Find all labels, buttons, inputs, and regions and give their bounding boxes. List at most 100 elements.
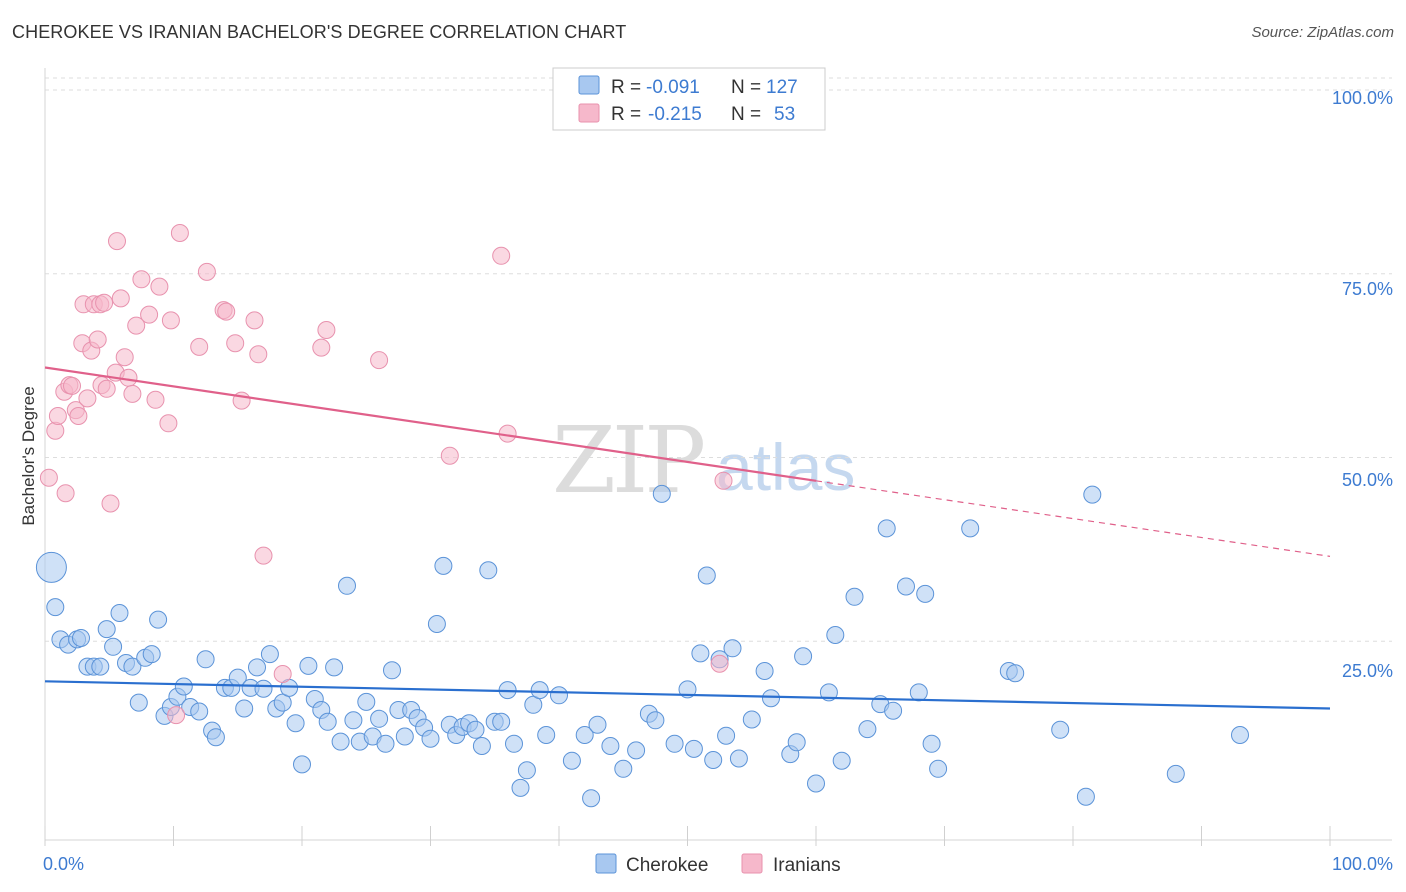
legend-n-label-iranians: N = bbox=[731, 104, 761, 125]
cherokee-point bbox=[819, 683, 838, 702]
cherokee-point bbox=[421, 729, 440, 748]
iranians-point bbox=[127, 316, 146, 335]
cherokee-point bbox=[1166, 764, 1185, 783]
watermark: ZIP atlas bbox=[552, 407, 855, 514]
cherokee-point bbox=[248, 658, 266, 677]
cherokee-point bbox=[691, 644, 710, 663]
cherokee-point bbox=[755, 662, 774, 680]
iranians-point bbox=[317, 321, 336, 339]
cherokee-point bbox=[665, 734, 684, 753]
cherokee-point bbox=[530, 681, 549, 700]
cherokee-point bbox=[909, 683, 928, 702]
chart-title: CHEROKEE VS IRANIAN BACHELOR'S DEGREE CO… bbox=[12, 22, 627, 42]
legend-r-label-cherokee: R = bbox=[611, 77, 641, 98]
x-ticks bbox=[44, 826, 1331, 846]
cherokee-point bbox=[646, 711, 665, 730]
cherokee-point bbox=[142, 645, 161, 664]
cherokee-point bbox=[884, 701, 903, 720]
cherokee-point bbox=[293, 755, 311, 774]
iranians-point bbox=[273, 665, 292, 683]
legend-bottom-label-cherokee: Cherokee bbox=[626, 855, 708, 876]
iranians-point bbox=[150, 277, 169, 296]
cherokee-point bbox=[787, 733, 806, 752]
cherokee-point bbox=[472, 737, 491, 755]
cherokee-point bbox=[260, 645, 279, 664]
cherokee-point bbox=[588, 715, 607, 734]
cherokee-point bbox=[845, 587, 864, 606]
legend-r-value-cherokee: -0.091 bbox=[646, 77, 700, 98]
iranians-point bbox=[170, 224, 189, 242]
legend-top: R = -0.091 N = 127 R = -0.215 N = 53 bbox=[552, 67, 826, 131]
axes bbox=[44, 68, 1392, 846]
cherokee-point bbox=[1231, 726, 1249, 744]
cherokee-point bbox=[537, 726, 556, 744]
cherokee-point bbox=[129, 693, 148, 712]
iranians-point bbox=[115, 348, 134, 367]
cherokee-point bbox=[961, 519, 980, 538]
cherokee-point bbox=[652, 484, 671, 503]
legend-n-label-cherokee: N = bbox=[731, 77, 761, 98]
legend-bottom: Cherokee Iranians bbox=[595, 853, 841, 876]
iranians-point bbox=[78, 389, 97, 408]
iranians-point bbox=[254, 546, 273, 565]
cherokee-point bbox=[395, 727, 414, 746]
cherokee-point bbox=[383, 661, 401, 680]
x-tick-label-max: 100.0% bbox=[1332, 854, 1393, 874]
iranians-point bbox=[370, 351, 389, 370]
cherokee-point bbox=[717, 726, 736, 745]
iranians-point bbox=[217, 302, 236, 321]
iranians-point bbox=[249, 345, 268, 364]
cherokee-point bbox=[807, 774, 825, 793]
iranians-point bbox=[197, 262, 216, 281]
legend-swatch-iranians bbox=[578, 103, 600, 123]
cherokee-point bbox=[286, 714, 305, 733]
iranians-point bbox=[245, 311, 264, 330]
cherokee-point bbox=[742, 710, 761, 729]
cherokee-point bbox=[704, 751, 723, 769]
cherokee-point bbox=[601, 737, 620, 755]
legend-bottom-label-iranians: Iranians bbox=[773, 855, 841, 876]
cherokee-point bbox=[897, 577, 915, 596]
cherokee-point bbox=[511, 778, 530, 797]
iranians-point bbox=[97, 379, 116, 398]
cherokee-point bbox=[826, 626, 845, 644]
legend-bottom-swatch-cherokee bbox=[595, 853, 617, 874]
y-axis-title: Bachelor's Degree bbox=[19, 386, 38, 525]
cherokee-point bbox=[794, 647, 813, 666]
cherokee-point bbox=[338, 576, 356, 595]
cherokee-point bbox=[174, 677, 193, 696]
y-tick-label-25: 25.0% bbox=[1342, 661, 1393, 681]
cherokee-point bbox=[1051, 720, 1070, 739]
cherokee-point bbox=[492, 712, 511, 731]
iranians-point bbox=[95, 293, 114, 312]
y-tick-labels: 100.0% 75.0% 50.0% 25.0% bbox=[1332, 88, 1393, 681]
cherokee-point bbox=[190, 702, 209, 721]
cherokee-point bbox=[299, 656, 318, 675]
cherokee-point bbox=[46, 598, 65, 617]
iranians-point bbox=[146, 390, 165, 409]
cherokee-point bbox=[678, 680, 697, 699]
iranians-point bbox=[63, 376, 81, 395]
y-tick-label-75: 75.0% bbox=[1342, 279, 1393, 299]
cherokee-point bbox=[729, 749, 748, 768]
legend-r-value-iranians: -0.215 bbox=[648, 104, 702, 125]
cherokee-point bbox=[97, 620, 116, 639]
cherokee-point bbox=[104, 637, 123, 656]
iranians-point bbox=[710, 654, 729, 673]
iranians-point bbox=[161, 311, 180, 330]
cherokee-point bbox=[723, 639, 742, 658]
cherokee-point bbox=[562, 751, 581, 770]
cherokee-points bbox=[35, 484, 1249, 808]
cherokee-point bbox=[318, 712, 337, 731]
cherokee-point bbox=[684, 739, 703, 758]
cherokee-point bbox=[505, 734, 523, 753]
iranians-trend-line-extension bbox=[815, 480, 1331, 557]
cherokee-point bbox=[123, 657, 142, 676]
iranians-point bbox=[123, 384, 142, 403]
cherokee-point bbox=[1083, 485, 1102, 504]
iranians-point bbox=[88, 330, 107, 349]
cherokee-point bbox=[149, 610, 168, 629]
legend-n-value-cherokee: 127 bbox=[766, 77, 798, 98]
iranians-point bbox=[140, 305, 159, 324]
